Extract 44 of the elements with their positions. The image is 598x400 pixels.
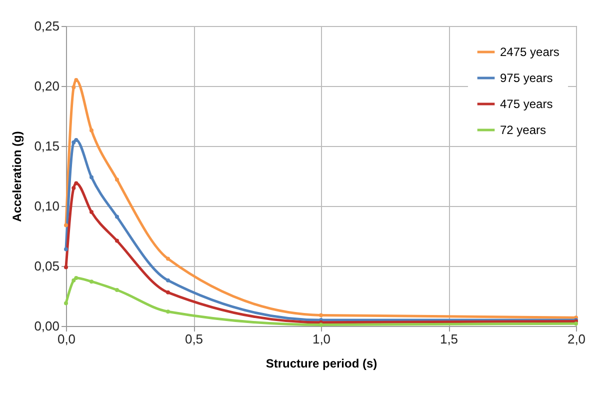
legend-label: 72 years bbox=[500, 123, 546, 137]
y-tick-label: 0,25 bbox=[34, 18, 60, 34]
y-axis-title: Acceleration (g) bbox=[10, 131, 24, 222]
x-tick-label: 1,0 bbox=[312, 332, 331, 346]
x-tick-label: 0,0 bbox=[57, 332, 76, 346]
point bbox=[166, 256, 170, 261]
point bbox=[74, 78, 78, 82]
legend-label: 975 years bbox=[500, 71, 553, 85]
x-axis-title: Structure period (s) bbox=[266, 356, 378, 370]
point bbox=[90, 128, 94, 132]
y-tick-label: 0,15 bbox=[34, 138, 60, 154]
point bbox=[90, 210, 94, 214]
legend-label: 475 years bbox=[500, 97, 553, 111]
point bbox=[574, 322, 578, 326]
point bbox=[64, 301, 68, 306]
point bbox=[74, 138, 78, 142]
point bbox=[72, 278, 76, 282]
y-tick-label: 0,00 bbox=[34, 318, 60, 334]
y-tick-label: 0,20 bbox=[34, 78, 60, 94]
point bbox=[72, 85, 76, 90]
point bbox=[319, 313, 323, 318]
x-tick-label: 1,5 bbox=[440, 332, 458, 346]
point bbox=[115, 288, 119, 292]
point bbox=[64, 247, 68, 252]
legend-label: 2475 years bbox=[500, 45, 560, 59]
point bbox=[74, 276, 78, 280]
point bbox=[319, 322, 323, 327]
point bbox=[64, 265, 68, 270]
x-tick-label: 2,0 bbox=[567, 332, 586, 346]
y-tick-label: 0,05 bbox=[34, 258, 60, 274]
point bbox=[74, 181, 78, 186]
x-tick-label: 0,5 bbox=[184, 332, 204, 346]
point bbox=[166, 278, 170, 282]
point bbox=[166, 290, 170, 294]
point bbox=[72, 140, 76, 144]
point bbox=[64, 223, 68, 228]
point bbox=[115, 178, 119, 182]
point bbox=[72, 186, 76, 190]
y-tick-label: 0,10 bbox=[34, 198, 60, 214]
point bbox=[90, 175, 94, 180]
point bbox=[115, 214, 119, 219]
point bbox=[166, 310, 170, 314]
point bbox=[90, 280, 94, 284]
point bbox=[115, 238, 119, 243]
